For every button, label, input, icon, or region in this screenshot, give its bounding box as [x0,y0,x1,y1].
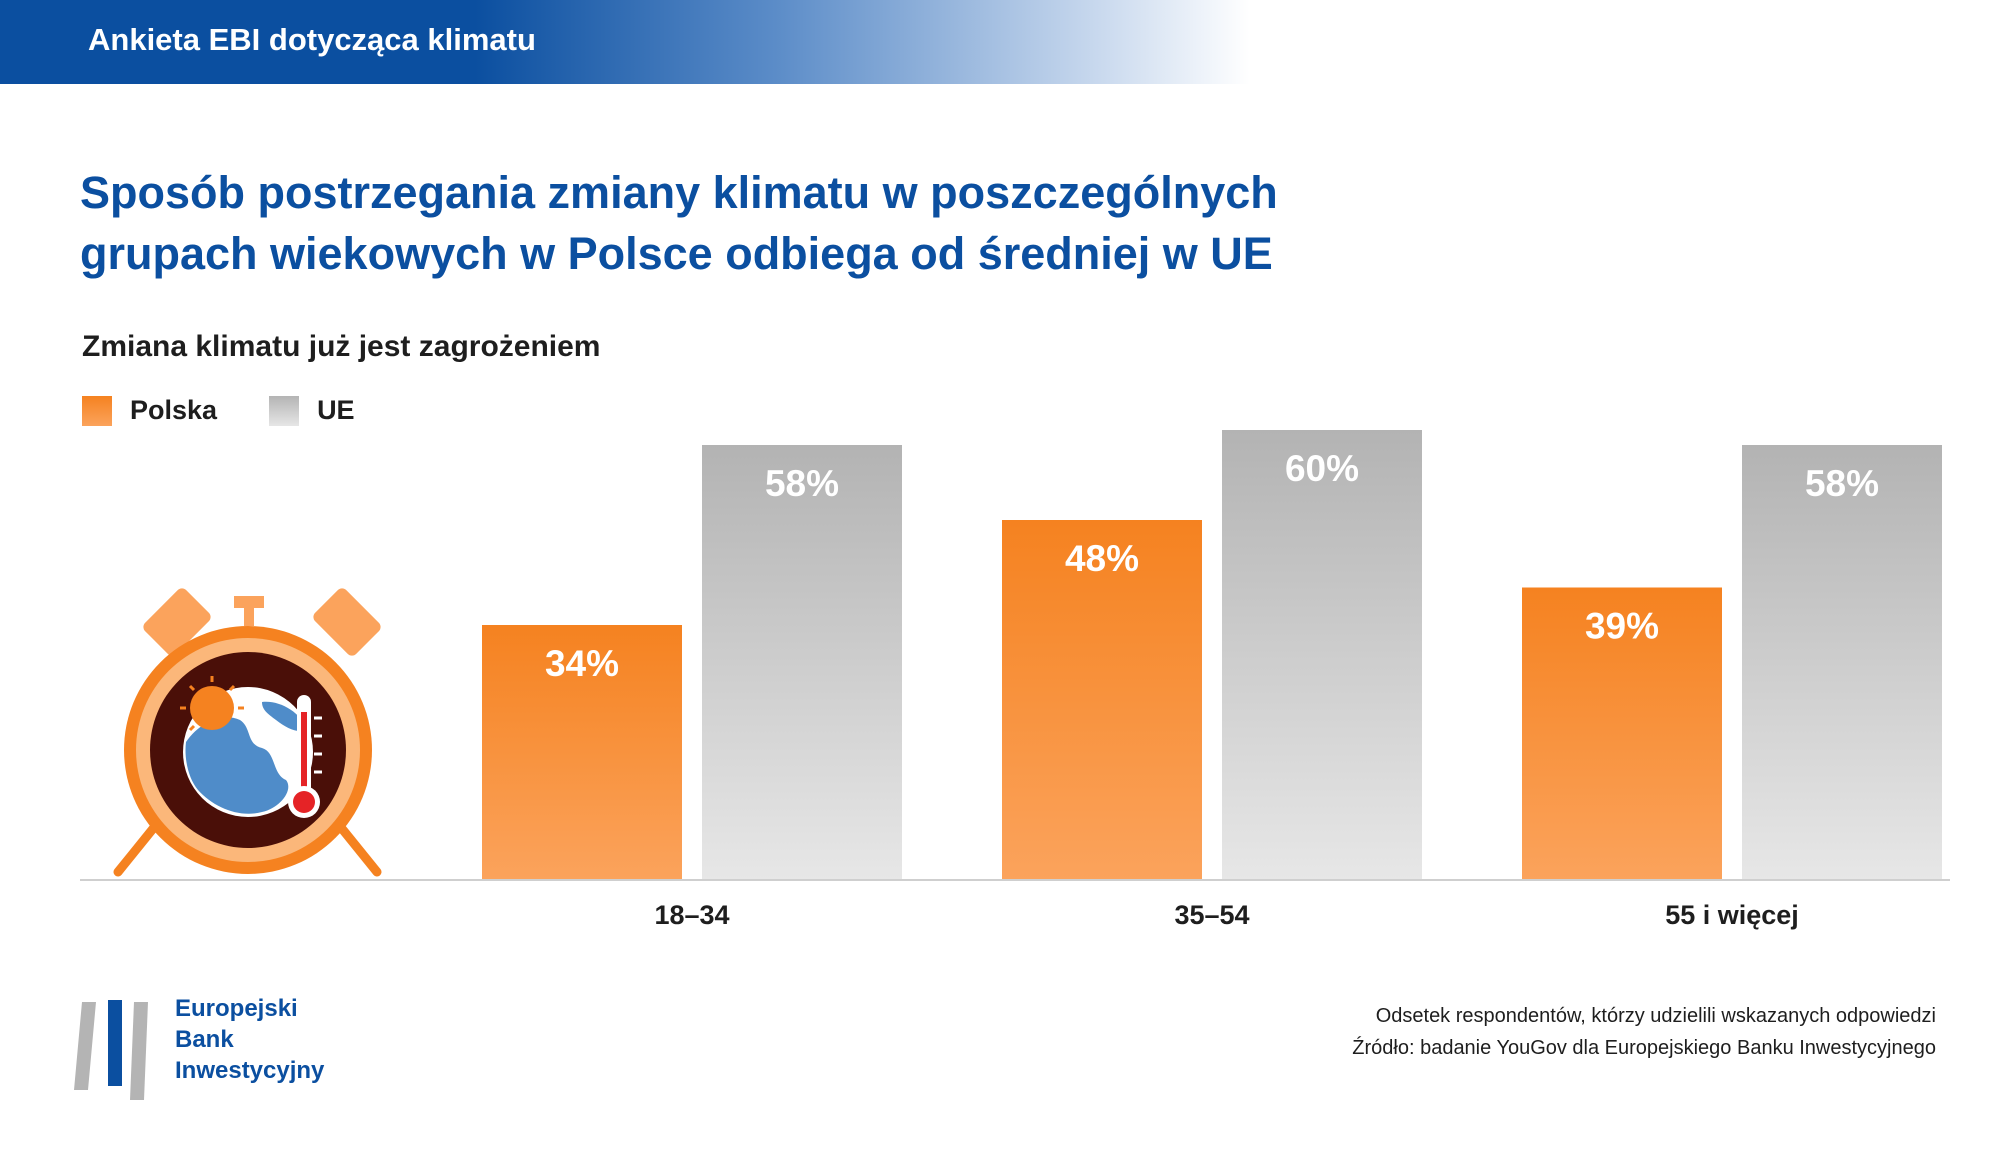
legend-swatch-ue [269,395,300,426]
data-label-ue-3: 58% [1805,463,1879,504]
x-tick-label-2: 35–54 [1174,900,1249,930]
x-tick-label-1: 18–34 [654,900,729,930]
page-title: Sposób postrzegania zmiany klimatu w pos… [80,162,1480,284]
legend-item-polska: Polska [82,395,217,426]
legend-item-ue: UE [269,395,355,426]
chart-legend: Polska UE [82,395,407,426]
logo-line3: Inwestycyjny [175,1057,325,1084]
footnote-line1: Odsetek respondentów, którzy udzielili w… [1375,1005,1936,1027]
bar-polska-3 [1522,587,1722,880]
x-tick-labels: 18–34 35–54 55 i więcej [654,900,1798,930]
legend-label-ue: UE [317,395,355,425]
logo-line2: Bank [175,1026,234,1053]
page-title-line1: Sposób postrzegania zmiany klimatu w pos… [80,167,1278,218]
legend-label-polska: Polska [130,395,218,425]
bar-ue-1 [702,445,902,880]
footnote: Odsetek respondentów, którzy udzielili w… [1352,1000,1936,1064]
bar-polska-1 [482,625,682,880]
header-band: Ankieta EBI dotycząca klimatu [0,0,1250,84]
data-label-polska-1: 34% [545,643,619,684]
eib-logo-icon [74,1000,148,1100]
footnote-source: Źródło: badanie YouGov dla Europejskiego… [1352,1037,1936,1059]
logo-line1: Europejski [175,995,298,1022]
bar-polska-2 [1002,520,1202,880]
alarm-clock-icon [113,588,382,877]
bar-chart: 34% 58% 48% 60% 39% 58% 18–34 35–54 55 i więcej [80,430,1950,930]
header-title: Ankieta EBI dotycząca klimatu [88,22,536,57]
legend-swatch-polska [82,395,112,426]
data-label-polska-2: 48% [1065,538,1139,579]
page-title-line2: grupach wiekowych w Polsce odbiega od śr… [80,228,1273,279]
data-label-ue-2: 60% [1285,448,1359,489]
bars-layer: 34% 58% 48% 60% 39% 58% [482,430,1942,880]
x-tick-label-3: 55 i więcej [1665,900,1799,930]
bar-ue-3 [1742,445,1942,880]
eib-logo-text: Europejski Bank Inwestycyjny [175,993,324,1086]
bar-ue-2 [1222,430,1422,880]
data-label-ue-1: 58% [765,463,839,504]
data-label-polska-3: 39% [1585,606,1659,647]
chart-title: Zmiana klimatu już jest zagrożeniem [82,330,601,363]
